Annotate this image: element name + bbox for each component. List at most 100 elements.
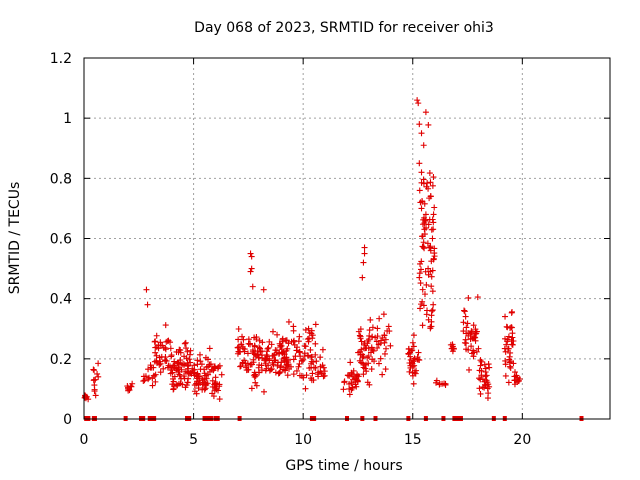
data-point (243, 367, 250, 374)
data-point (152, 371, 159, 378)
data-point (350, 373, 357, 380)
data-point (355, 328, 362, 335)
data-point (477, 362, 484, 369)
data-point (247, 341, 254, 348)
data-point (277, 368, 284, 375)
data-point (91, 367, 98, 374)
data-point (251, 369, 258, 376)
data-point (507, 365, 514, 372)
data-point (263, 365, 270, 372)
data-point (248, 253, 255, 260)
data-point (160, 344, 167, 351)
data-point (407, 362, 414, 369)
data-point (381, 350, 388, 357)
data-point (472, 337, 479, 344)
data-point (427, 325, 434, 332)
data-point (510, 360, 517, 367)
data-point (293, 367, 300, 374)
data-point (279, 350, 286, 357)
data-point (419, 322, 426, 329)
data-point (148, 364, 155, 371)
y-tick-label: 0.4 (50, 292, 72, 308)
data-point (416, 187, 423, 194)
data-point (474, 294, 481, 301)
data-points (81, 97, 584, 421)
data-point (264, 345, 271, 352)
data-point (239, 333, 246, 340)
data-point (506, 353, 513, 360)
data-point (344, 372, 351, 379)
x-tick-label: 10 (294, 432, 312, 448)
data-point (415, 356, 422, 363)
data-point (317, 354, 324, 361)
data-point (187, 347, 194, 354)
data-point (285, 340, 292, 347)
data-point (470, 347, 477, 354)
data-point (475, 345, 482, 352)
data-point (367, 316, 374, 323)
data-point (247, 250, 254, 257)
x-tick-label: 5 (189, 432, 198, 448)
data-point (359, 274, 366, 281)
data-point (298, 357, 305, 364)
data-point (248, 265, 255, 272)
data-point (124, 383, 131, 390)
data-point (181, 340, 188, 347)
data-point (175, 380, 182, 387)
data-point (419, 286, 426, 293)
data-point (430, 211, 437, 218)
y-tick-label: 0 (63, 412, 72, 428)
data-point (204, 356, 211, 363)
data-point (91, 386, 98, 393)
data-point (162, 354, 169, 361)
data-point (509, 330, 516, 337)
data-point (346, 372, 353, 379)
data-point (310, 358, 317, 365)
data-point (140, 373, 147, 380)
data-point (420, 239, 427, 246)
data-point (477, 390, 484, 397)
data-point (510, 338, 517, 345)
data-point (177, 360, 184, 367)
data-point (478, 358, 485, 365)
chart-title: Day 068 of 2023, SRMTID for receiver ohi… (194, 20, 494, 36)
data-point (416, 274, 423, 281)
data-point (483, 377, 490, 384)
data-point (176, 346, 183, 353)
data-point (290, 371, 297, 378)
data-point (482, 365, 489, 372)
data-point (274, 362, 281, 369)
y-tick-label: 1 (63, 111, 72, 127)
data-point (184, 379, 191, 386)
data-point (383, 345, 390, 352)
data-point (300, 356, 307, 363)
data-point (153, 332, 160, 339)
data-point (175, 364, 182, 371)
data-point (464, 320, 471, 327)
data-point (249, 283, 256, 290)
data-point (426, 170, 433, 177)
data-point (441, 380, 448, 387)
data-point (259, 339, 266, 346)
data-point (240, 336, 247, 343)
data-point (429, 307, 436, 314)
data-point (386, 328, 393, 335)
data-point (366, 381, 373, 388)
data-point (295, 338, 302, 345)
data-point (503, 323, 510, 330)
data-point (250, 372, 257, 379)
data-point (430, 174, 437, 181)
data-point (424, 240, 431, 247)
data-point (277, 344, 284, 351)
data-point (479, 384, 486, 391)
data-point (502, 348, 509, 355)
data-point (360, 353, 367, 360)
y-tick-label: 0.8 (50, 171, 72, 187)
data-point (360, 371, 367, 378)
data-point (191, 388, 198, 395)
data-point (372, 334, 379, 341)
data-point (417, 266, 424, 273)
data-point (183, 382, 190, 389)
data-point (463, 340, 470, 347)
